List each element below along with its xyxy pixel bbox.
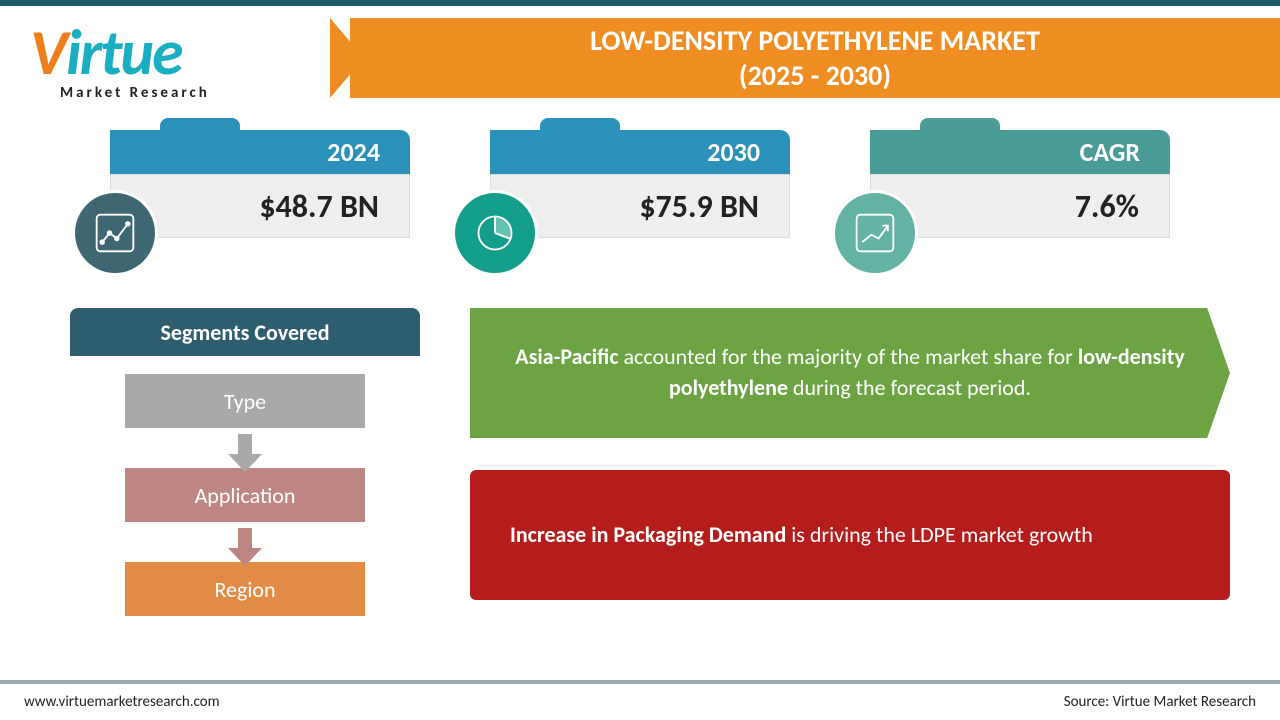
title-banner: LOW-DENSITY POLYETHYLENE MARKET (2025 - …: [350, 18, 1280, 98]
stat-card: 2024$48.7 BN: [110, 130, 410, 280]
stat-tab: 2030: [490, 130, 790, 174]
segment-box: Application: [125, 468, 365, 522]
footer-source: Source: Virtue Market Research: [1064, 693, 1256, 711]
hl-green-tail: during the forecast period.: [788, 374, 1031, 401]
logo-wordmark: Virtue: [30, 14, 340, 92]
header: Virtue Market Research LOW-DENSITY POLYE…: [0, 6, 1280, 102]
highlight-red: Increase in Packaging Demand is driving …: [470, 470, 1230, 600]
stat-card: 2030$75.9 BN: [490, 130, 790, 280]
segment-arrow-icon: [228, 548, 262, 566]
highlight-green: Asia-Pacific accounted for the majority …: [470, 308, 1230, 438]
stats-row: 2024$48.7 BN 2030$75.9 BN CAGR7.6%: [110, 130, 1220, 280]
hl-green-bold1: Asia-Pacific: [515, 343, 618, 370]
brand-logo: Virtue Market Research: [30, 14, 340, 98]
segment-box: Region: [125, 562, 365, 616]
line-chart-icon: [72, 190, 158, 276]
hl-red-tail: is driving the LDPE market growth: [786, 521, 1093, 548]
hl-green-mid: accounted for the majority of the market…: [619, 343, 1078, 370]
footer-url: www.virtuemarketresearch.com: [24, 693, 220, 711]
segments-header: Segments Covered: [70, 308, 420, 356]
title-line1: LOW-DENSITY POLYETHYLENE MARKET: [590, 23, 1040, 58]
growth-chart-icon: [832, 190, 918, 276]
title-line2: (2025 - 2030): [739, 58, 891, 93]
stat-card: CAGR7.6%: [870, 130, 1170, 280]
stat-tab: CAGR: [870, 130, 1170, 174]
pie-chart-icon: [452, 190, 538, 276]
logo-subtitle: Market Research: [60, 84, 340, 102]
segment-box: Type: [125, 374, 365, 428]
hl-red-bold1: Increase in Packaging Demand: [510, 521, 786, 548]
logo-v-letter: V: [30, 14, 66, 92]
footer-bar: www.virtuemarketresearch.com Source: Vir…: [0, 680, 1280, 720]
stat-tab: 2024: [110, 130, 410, 174]
segment-arrow-icon: [228, 454, 262, 472]
logo-rest: irtue: [66, 14, 182, 92]
